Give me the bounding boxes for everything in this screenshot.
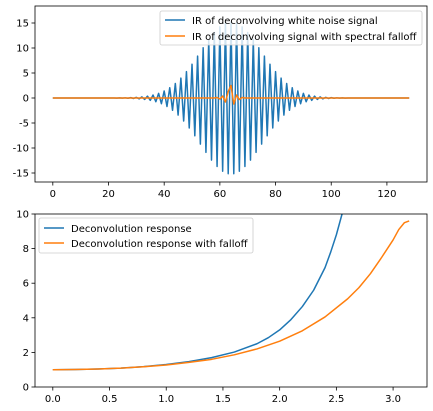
top-legend: IR of deconvolving white noise signal IR… (159, 10, 423, 46)
bottom-y-ticks: 0 2 4 6 8 10 (16, 210, 35, 394)
top-y-tick-label: 5 (23, 69, 29, 80)
bottom-y-tick-label: 6 (23, 279, 29, 290)
bottom-x-tick-label: 2.5 (328, 394, 344, 405)
top-x-ticks: 0 20 40 60 80 100 120 (50, 182, 396, 200)
top-series-line-1 (52, 84, 410, 105)
top-legend-box (159, 10, 423, 46)
bottom-y-tick-label: 10 (16, 210, 29, 221)
bottom-x-tick-label: 2.0 (272, 394, 288, 405)
top-x-tick-label: 0 (50, 189, 56, 200)
top-axes-frame (34, 5, 428, 183)
bottom-series-line-1 (52, 220, 410, 371)
bottom-x-tick-label: 0.0 (45, 394, 61, 405)
bottom-plot-lines (52, 214, 410, 371)
bottom-x-tick-label: 0.5 (102, 394, 118, 405)
bottom-legend-label-1: Deconvolution response with falloff (71, 239, 249, 250)
top-y-tick-label: -15 (13, 169, 29, 180)
bottom-x-tick-label: 1.0 (158, 394, 174, 405)
top-x-tick-label: 20 (102, 189, 115, 200)
bottom-y-tick-label: 0 (23, 383, 29, 394)
bottom-legend: Deconvolution response Deconvolution res… (38, 217, 254, 254)
top-legend-label-0: IR of deconvolving white noise signal (192, 16, 378, 27)
top-y-tick-label: 0 (23, 94, 29, 105)
bottom-x-tick-label: 3.0 (385, 394, 401, 405)
top-x-tick-label: 120 (377, 189, 396, 200)
top-x-tick-label: 100 (322, 189, 341, 200)
top-legend-label-1: IR of deconvolving signal with spectral … (192, 32, 418, 43)
bottom-x-ticks: 0.0 0.5 1.0 1.5 2.0 2.5 3.0 (45, 387, 401, 405)
top-y-tick-label: -10 (13, 144, 29, 155)
top-x-tick-label: 80 (269, 189, 282, 200)
top-x-tick-label: 40 (158, 189, 171, 200)
top-x-tick-label: 60 (213, 189, 226, 200)
bottom-x-tick-label: 1.5 (215, 394, 231, 405)
bottom-y-tick-label: 8 (23, 244, 29, 255)
top-y-tick-label: 15 (16, 19, 29, 30)
bottom-legend-label-0: Deconvolution response (71, 224, 192, 235)
bottom-axes: 0.0 0.5 1.0 1.5 2.0 2.5 3.0 0 2 4 6 8 10 Deconvolut… (16, 210, 428, 405)
top-y-tick-label: 10 (16, 44, 29, 55)
bottom-y-tick-label: 2 (23, 348, 29, 359)
top-y-tick-label: -5 (19, 119, 29, 130)
bottom-y-tick-label: 4 (23, 313, 29, 324)
top-axes: 0 20 40 60 80 100 120 -15 -10 -5 0 5 10 15 IR of dec… (13, 5, 428, 200)
bottom-axes-frame (34, 213, 428, 388)
bottom-legend-box (38, 217, 254, 254)
top-y-ticks: -15 -10 -5 0 5 10 15 (13, 19, 35, 180)
